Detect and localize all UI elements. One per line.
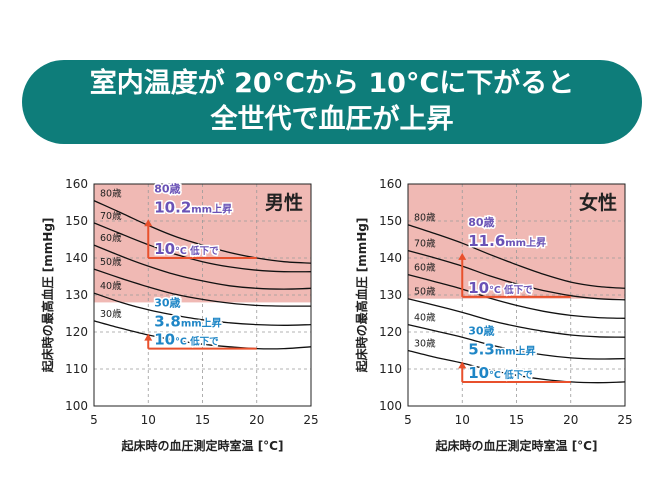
x-tick-label: 5 — [90, 413, 98, 427]
series-line — [93, 268, 312, 307]
x-tick-label: 5 — [404, 413, 412, 427]
annotation-rise-unit: mm上昇 — [495, 344, 536, 357]
series-line — [407, 273, 626, 319]
annotation-age: 80歳 — [468, 215, 494, 229]
annotation-drop-unit: °C 低下で — [489, 284, 533, 296]
series-label: 70歳 — [100, 210, 122, 222]
series-label: 80歳 — [414, 212, 436, 224]
y-tick-label: 160 — [65, 177, 88, 191]
annotation-drop-unit: °C 低下で — [175, 336, 219, 348]
x-tick-label: 10 — [455, 413, 470, 427]
y-tick-label: 110 — [379, 362, 402, 376]
series-line — [407, 249, 626, 301]
rise-arrowhead — [144, 333, 153, 341]
annotation-drop-unit: °C 低下で — [175, 245, 219, 257]
rise-arrowhead — [458, 252, 467, 260]
y-tick-label: 130 — [65, 288, 88, 302]
plot-frame — [407, 183, 626, 407]
annotation-rise-value: 11.6 — [468, 232, 505, 250]
annotation-drop-unit: °C 低下で — [489, 369, 533, 381]
annotation-rise-unit: mm上昇 — [191, 202, 232, 215]
plot-frame — [93, 183, 312, 407]
series-line — [407, 224, 626, 289]
y-tick-label: 150 — [379, 214, 402, 228]
annotation-rise-value: 5.3 — [468, 340, 495, 358]
x-tick-label: 20 — [249, 413, 264, 427]
y-axis-label: 起床時の最高血圧 [mmHg] — [354, 218, 369, 374]
y-tick-label: 160 — [379, 177, 402, 191]
annotation-rise: 3.8mm上昇 — [154, 313, 221, 331]
annotation-drop-value: 10 — [468, 279, 489, 297]
panel-label: 女性 — [579, 191, 617, 214]
series-label: 80歳 — [100, 188, 122, 200]
annotation-drop: 10°C 低下で — [154, 331, 219, 349]
series-line — [93, 292, 312, 326]
annotation-rise: 10.2mm上昇 — [154, 198, 232, 216]
series-label: 70歳 — [414, 238, 436, 250]
annotation-age: 30歳 — [154, 296, 180, 310]
series-label: 50歳 — [100, 256, 122, 268]
y-tick-label: 100 — [379, 399, 402, 413]
annotation-drop-value: 10 — [154, 240, 175, 258]
series-label: 30歳 — [100, 308, 122, 320]
series-label: 60歳 — [414, 262, 436, 274]
y-tick-label: 140 — [379, 251, 402, 265]
series-label: 50歳 — [414, 286, 436, 298]
x-tick-label: 20 — [563, 413, 578, 427]
x-tick-label: 15 — [195, 413, 210, 427]
chart-panel-female: 5 10 15 20 25 100 110 120 130 140 150 160 起床時の血圧測定時室… — [354, 177, 633, 453]
series-line — [93, 200, 312, 264]
annotation-rise-value: 10.2 — [154, 198, 191, 216]
title-line-2: 全世代で血圧が上昇 — [210, 104, 454, 135]
title-banner: 室内温度が 20°Cから 10°Cに下がると 全世代で血圧が上昇 — [22, 60, 642, 144]
y-tick-label: 130 — [379, 288, 402, 302]
series-line — [93, 222, 312, 273]
series-line — [93, 244, 312, 290]
y-tick-label: 110 — [65, 362, 88, 376]
x-tick-label: 15 — [509, 413, 524, 427]
annotation-age: 80歳 — [154, 181, 180, 195]
series-line — [407, 323, 626, 360]
x-tick-label: 25 — [303, 413, 318, 427]
chart-panel-male: 5 10 15 20 25 100 110 120 130 140 150 160 起床時の血圧測定時室… — [40, 177, 319, 453]
series-label: 40歳 — [414, 312, 436, 324]
x-axis-label: 起床時の血圧測定時室温 [°C] — [121, 438, 284, 453]
annotation-drop-value: 10 — [468, 364, 489, 382]
series-label: 60歳 — [100, 232, 122, 244]
rise-arrowhead — [144, 219, 153, 227]
series-label: 40歳 — [100, 280, 122, 292]
series-label: 30歳 — [414, 338, 436, 350]
y-tick-label: 100 — [65, 399, 88, 413]
series-line — [407, 349, 626, 384]
annotation-rise: 5.3mm上昇 — [468, 340, 535, 358]
annotation-drop: 10°C 低下で — [468, 364, 533, 382]
annotation-rise-unit: mm上昇 — [505, 236, 546, 249]
y-axis-label: 起床時の最高血圧 [mmHg] — [40, 218, 55, 374]
annotation-drop: 10°C 低下で — [154, 240, 219, 258]
annotation-drop-value: 10 — [154, 331, 175, 349]
x-axis-label: 起床時の血圧測定時室温 [°C] — [435, 438, 598, 453]
annotation-age: 30歳 — [468, 323, 494, 337]
annotation-rise-unit: mm上昇 — [181, 317, 222, 330]
annotation-rise-value: 3.8 — [154, 313, 181, 331]
x-tick-label: 10 — [141, 413, 156, 427]
panel-label: 男性 — [265, 191, 303, 214]
y-tick-label: 150 — [65, 214, 88, 228]
series-line — [407, 298, 626, 338]
series-line — [93, 320, 312, 350]
annotation-rise: 11.6mm上昇 — [468, 232, 546, 250]
x-tick-label: 25 — [617, 413, 632, 427]
title-line-1: 室内温度が 20°Cから 10°Cに下がると — [89, 68, 575, 99]
annotation-drop: 10°C 低下で — [468, 279, 533, 297]
y-tick-label: 120 — [379, 325, 402, 339]
rise-arrowhead — [458, 361, 467, 369]
y-tick-label: 120 — [65, 325, 88, 339]
y-tick-label: 140 — [65, 251, 88, 265]
